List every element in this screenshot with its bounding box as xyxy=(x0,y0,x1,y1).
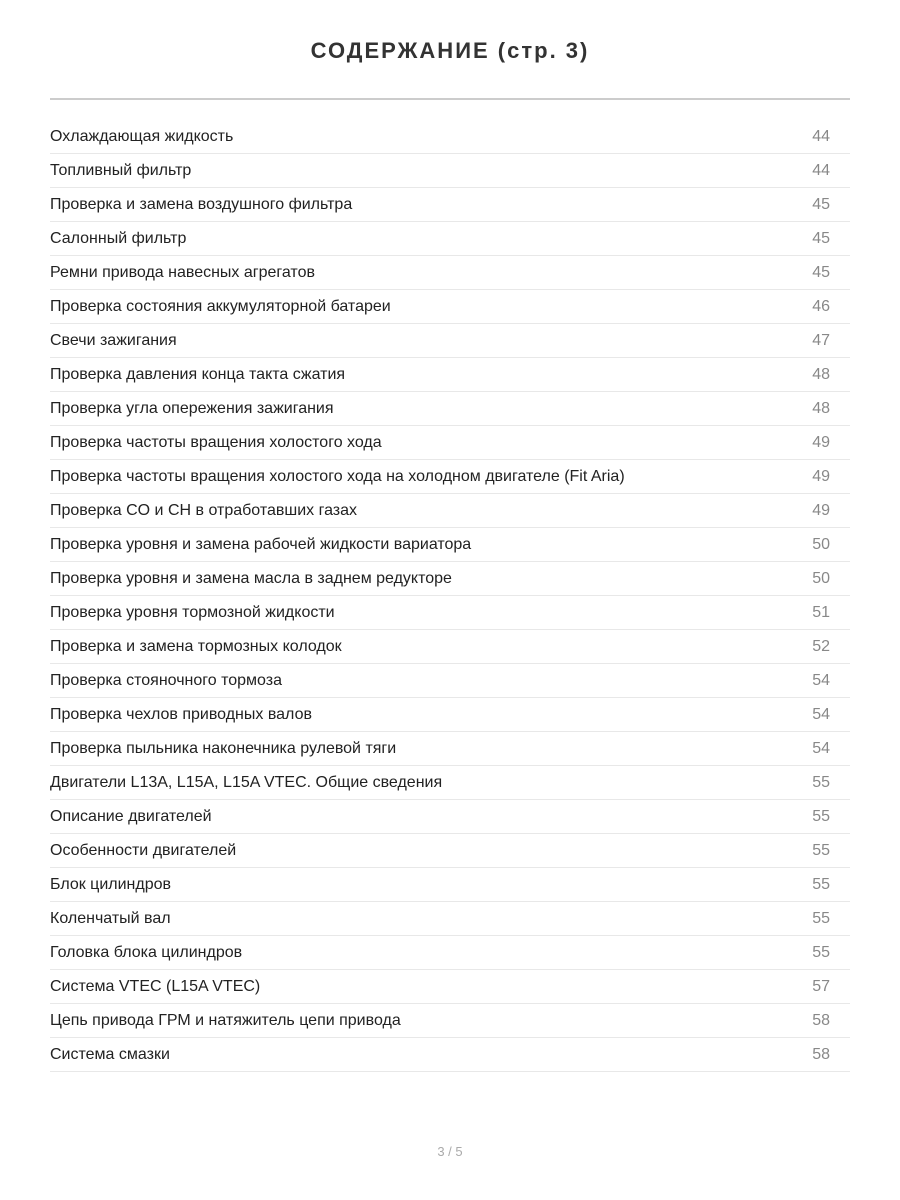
toc-entry-title: Описание двигателей xyxy=(50,807,212,825)
toc-entry[interactable]: Свечи зажигания 47 xyxy=(50,324,850,358)
toc-entry-page: 45 xyxy=(812,263,830,281)
toc-entry[interactable]: Топливный фильтр 44 xyxy=(50,154,850,188)
toc-entry[interactable]: Система смазки 58 xyxy=(50,1038,850,1072)
toc-entry[interactable]: Проверка уровня тормозной жидкости 51 xyxy=(50,596,850,630)
toc-entry-title: Система VTEC (L15A VTEC) xyxy=(50,977,261,995)
toc-entry-title: Головка блока цилиндров xyxy=(50,943,243,961)
toc-entry[interactable]: Цепь привода ГРМ и натяжитель цепи приво… xyxy=(50,1004,850,1038)
toc-entry-title: Проверка угла опережения зажигания xyxy=(50,399,334,417)
toc-entry-page: 48 xyxy=(812,365,830,383)
toc-entry[interactable]: Проверка уровня и замена рабочей жидкост… xyxy=(50,528,850,562)
toc-entry[interactable]: Проверка CO и CH в отработавших газах 49 xyxy=(50,494,850,528)
toc-entry-page: 44 xyxy=(812,127,830,145)
toc-entry-title: Проверка и замена тормозных колодок xyxy=(50,637,342,655)
toc-entry-page: 51 xyxy=(812,603,830,621)
toc-entry[interactable]: Проверка давления конца такта сжатия 48 xyxy=(50,358,850,392)
toc-entry-title: Проверка частоты вращения холостого хода… xyxy=(50,467,625,485)
toc-entry[interactable]: Головка блока цилиндров 55 xyxy=(50,936,850,970)
toc-entry[interactable]: Проверка чехлов приводных валов 54 xyxy=(50,698,850,732)
toc-entry-title: Проверка уровня и замена масла в заднем … xyxy=(50,569,452,587)
toc-entry-title: Особенности двигателей xyxy=(50,841,237,859)
toc-entry-title: Охлаждающая жидкость xyxy=(50,127,234,145)
toc-entry[interactable]: Описание двигателей 55 xyxy=(50,800,850,834)
toc-entry[interactable]: Ремни привода навесных агрегатов 45 xyxy=(50,256,850,290)
toc-entry-page: 58 xyxy=(812,1011,830,1029)
toc-entry-page: 52 xyxy=(812,637,830,655)
toc-entry-title: Ремни привода навесных агрегатов xyxy=(50,263,315,281)
page-indicator: 3 / 5 xyxy=(437,1144,463,1159)
toc-entry-title: Система смазки xyxy=(50,1045,170,1063)
toc-entry-title: Проверка давления конца такта сжатия xyxy=(50,365,346,383)
toc-entry-page: 49 xyxy=(812,433,830,451)
toc-entry-page: 44 xyxy=(812,161,830,179)
toc-entry-title: Проверка частоты вращения холостого хода xyxy=(50,433,382,451)
toc-entry[interactable]: Проверка и замена тормозных колодок 52 xyxy=(50,630,850,664)
toc-entry-page: 54 xyxy=(812,705,830,723)
toc-entry-page: 55 xyxy=(812,773,830,791)
toc-entry-page: 49 xyxy=(812,467,830,485)
toc-entry[interactable]: Особенности двигателей 55 xyxy=(50,834,850,868)
toc-entry-page: 55 xyxy=(812,909,830,927)
toc-entry-title: Коленчатый вал xyxy=(50,909,171,927)
toc-entry-title: Цепь привода ГРМ и натяжитель цепи приво… xyxy=(50,1011,401,1029)
toc-entry[interactable]: Проверка угла опережения зажигания 48 xyxy=(50,392,850,426)
toc-entry-page: 57 xyxy=(812,977,830,995)
toc-entry-page: 55 xyxy=(812,841,830,859)
toc-entry[interactable]: Двигатели L13A, L15A, L15A VTEC. Общие с… xyxy=(50,766,850,800)
toc-entry-title: Свечи зажигания xyxy=(50,331,177,349)
toc-entry[interactable]: Проверка состояния аккумуляторной батаре… xyxy=(50,290,850,324)
toc-entry-title: Проверка уровня и замена рабочей жидкост… xyxy=(50,535,472,553)
toc-entry-page: 50 xyxy=(812,569,830,587)
toc-entry[interactable]: Проверка частоты вращения холостого хода… xyxy=(50,460,850,494)
toc-entry-title: Проверка уровня тормозной жидкости xyxy=(50,603,335,621)
toc-entry-title: Проверка чехлов приводных валов xyxy=(50,705,312,723)
toc-entry-page: 58 xyxy=(812,1045,830,1063)
toc-entry-page: 55 xyxy=(812,875,830,893)
toc-entry-title: Проверка состояния аккумуляторной батаре… xyxy=(50,297,391,315)
toc-entry-page: 45 xyxy=(812,229,830,247)
toc-entry-page: 54 xyxy=(812,739,830,757)
toc-entry-page: 48 xyxy=(812,399,830,417)
toc-entry[interactable]: Система VTEC (L15A VTEC) 57 xyxy=(50,970,850,1004)
toc-entry[interactable]: Проверка уровня и замена масла в заднем … xyxy=(50,562,850,596)
toc-entry-page: 45 xyxy=(812,195,830,213)
toc-entry-page: 46 xyxy=(812,297,830,315)
title-divider xyxy=(50,98,850,100)
page-title: СОДЕРЖАНИЕ (стр. 3) xyxy=(310,38,590,63)
toc-entry-title: Проверка и замена воздушного фильтра xyxy=(50,195,353,213)
toc-entry[interactable]: Салонный фильтр 45 xyxy=(50,222,850,256)
toc-entry-page: 47 xyxy=(812,331,830,349)
toc-entry[interactable]: Проверка пыльника наконечника рулевой тя… xyxy=(50,732,850,766)
toc-entry[interactable]: Охлаждающая жидкость 44 xyxy=(50,120,850,154)
toc-entry-title: Салонный фильтр xyxy=(50,229,187,247)
toc-entry-title: Двигатели L13A, L15A, L15A VTEC. Общие с… xyxy=(50,773,443,791)
toc-entry-page: 49 xyxy=(812,501,830,519)
toc-entry[interactable]: Блок цилиндров 55 xyxy=(50,868,850,902)
toc-entry-page: 54 xyxy=(812,671,830,689)
toc-entry-page: 50 xyxy=(812,535,830,553)
toc-entry-page: 55 xyxy=(812,807,830,825)
toc-entry-title: Проверка стояночного тормоза xyxy=(50,671,282,689)
toc-entry[interactable]: Проверка частоты вращения холостого хода… xyxy=(50,426,850,460)
toc-entry-title: Проверка пыльника наконечника рулевой тя… xyxy=(50,739,397,757)
toc-entry[interactable]: Коленчатый вал 55 xyxy=(50,902,850,936)
toc-entry[interactable]: Проверка стояночного тормоза 54 xyxy=(50,664,850,698)
toc-entry-title: Блок цилиндров xyxy=(50,875,172,893)
toc-list: Охлаждающая жидкость 44 Топливный фильтр 44… xyxy=(50,120,850,1072)
toc-entry-title: Топливный фильтр xyxy=(50,161,192,179)
toc-entry-title: Проверка CO и CH в отработавших газах xyxy=(50,501,358,519)
toc-entry-page: 55 xyxy=(812,943,830,961)
toc-entry[interactable]: Проверка и замена воздушного фильтра 45 xyxy=(50,188,850,222)
